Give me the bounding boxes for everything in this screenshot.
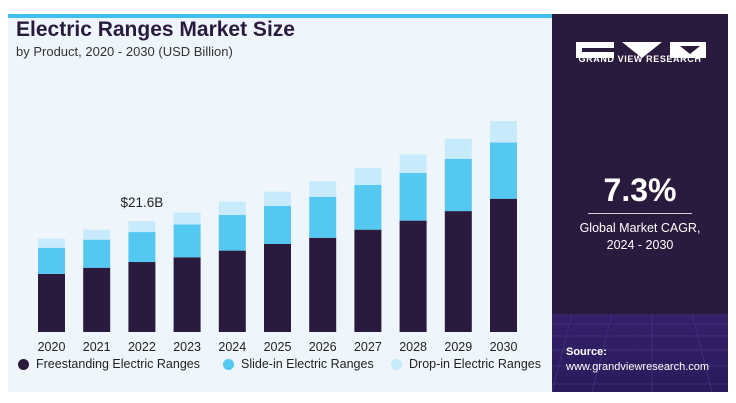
legend-item-freestanding: Freestanding Electric Ranges: [18, 357, 200, 371]
bar-slidein-2029: [444, 158, 472, 212]
bar-freestanding-2025: [264, 243, 291, 332]
gvr-logo-icon: [576, 42, 706, 58]
bar-freestanding-2024: [218, 250, 246, 332]
bar-freestanding-2030: [490, 198, 517, 332]
x-tick-label: 2027: [354, 340, 382, 354]
legend-swatch-freestanding: [18, 358, 29, 370]
bar-freestanding-2026: [309, 237, 337, 332]
chart-title: Electric Ranges Market Size: [16, 18, 295, 41]
legend-item-slidein: Slide-in Electric Ranges: [223, 357, 374, 371]
x-tick-label: 2022: [128, 340, 156, 354]
x-tick-label: 2025: [264, 340, 292, 354]
bar-slidein-2021: [83, 239, 111, 268]
bar-dropin-2023: [173, 212, 201, 225]
chart-panel: 2020 2021 2022 2023 2024 2025 2026 2027 2028 2029…: [8, 14, 552, 392]
cagr-value: 7.3%: [603, 172, 677, 208]
bar-dropin-2022: [128, 221, 156, 233]
data-label-annotation: $21.6B: [121, 195, 164, 210]
bar-dropin-2028: [399, 154, 427, 174]
legend-item-dropin: Drop-in Electric Ranges: [391, 357, 541, 371]
x-tick-label: 2021: [83, 340, 111, 354]
legend-swatch-dropin: [391, 358, 402, 370]
bar-slidein-2022: [128, 232, 156, 263]
bar-freestanding-2022: [128, 262, 156, 332]
x-tick-label: 2020: [38, 340, 66, 354]
brand-name: GRAND VIEW RESEARCH: [578, 54, 702, 64]
bar-dropin-2021: [83, 229, 111, 240]
bar-slidein-2028: [399, 173, 427, 221]
x-tick-label: 2024: [218, 340, 246, 354]
bar-dropin-2027: [354, 167, 382, 185]
bar-dropin-2025: [264, 191, 291, 206]
source-url[interactable]: www.grandviewresearch.com: [566, 361, 710, 373]
x-tick-label: 2026: [309, 340, 337, 354]
chart-subtitle: by Product, 2020 - 2030 (USD Billion): [16, 44, 233, 59]
bar-dropin-2026: [309, 181, 337, 197]
x-tick-label: 2030: [490, 340, 518, 354]
bar-dropin-2024: [218, 201, 246, 215]
cagr-label: Global Market CAGR, 2024 - 2030: [552, 220, 728, 254]
bar-freestanding-2020: [38, 273, 65, 332]
bar-freestanding-2021: [83, 267, 111, 332]
bar-slidein-2026: [309, 196, 337, 238]
x-tick-label: 2023: [173, 340, 201, 354]
bar-slidein-2024: [218, 214, 246, 251]
bar-freestanding-2023: [173, 257, 201, 332]
legend-label-slidein: Slide-in Electric Ranges: [241, 357, 374, 371]
x-tick-label: 2028: [399, 340, 427, 354]
bar-freestanding-2027: [354, 229, 382, 332]
bar-dropin-2020: [38, 238, 65, 248]
legend-label-freestanding: Freestanding Electric Ranges: [36, 357, 200, 371]
info-panel: GRAND VIEW RESEARCH 7.3% Global Market C…: [552, 14, 728, 392]
legend-label-dropin: Drop-in Electric Ranges: [409, 357, 541, 371]
source-background: [552, 314, 728, 392]
x-tick-label: 2029: [444, 340, 472, 354]
cagr-divider: [588, 213, 692, 214]
bar-dropin-2030: [490, 121, 517, 143]
bar-freestanding-2028: [399, 220, 427, 332]
cagr-label-line2: 2024 - 2030: [606, 238, 674, 252]
bar-slidein-2030: [490, 142, 517, 199]
bar-chart: 2020 2021 2022 2023 2024 2025 2026 2027 2028 2029…: [38, 121, 518, 354]
bar-slidein-2023: [173, 224, 201, 258]
grid-pattern: [552, 314, 728, 392]
legend-swatch-slidein: [223, 358, 234, 370]
cagr-label-line1: Global Market CAGR,: [579, 221, 701, 235]
bar-freestanding-2029: [444, 211, 472, 332]
bar-slidein-2025: [264, 205, 291, 244]
source-label: Source:: [566, 346, 607, 358]
bar-slidein-2020: [38, 247, 65, 274]
bar-dropin-2029: [444, 138, 472, 159]
bar-slidein-2027: [354, 184, 382, 230]
